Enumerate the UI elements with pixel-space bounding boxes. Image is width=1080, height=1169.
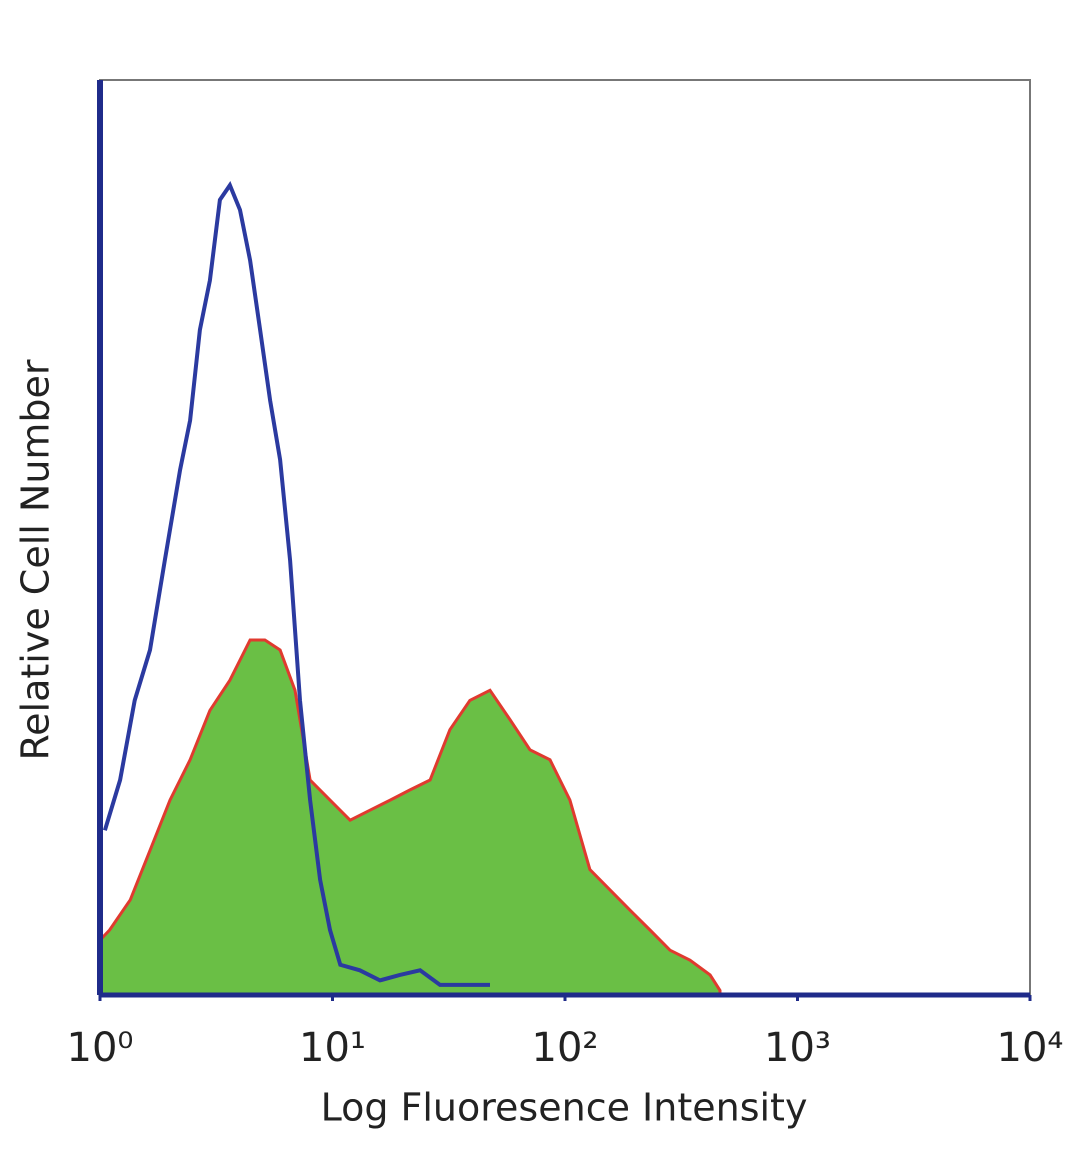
x-tick-label: 10⁴ (997, 1025, 1064, 1071)
x-axis-title: Log Fluoresence Intensity (321, 1086, 808, 1130)
y-axis-title: Relative Cell Number (14, 359, 58, 760)
filled-histogram (98, 638, 722, 997)
x-tick-label: 10³ (764, 1025, 831, 1071)
x-tick-label: 10² (532, 1025, 599, 1071)
x-tick-label: 10¹ (299, 1025, 366, 1071)
x-tick-label: 10⁰ (67, 1025, 134, 1071)
outline-histogram (102, 180, 490, 987)
